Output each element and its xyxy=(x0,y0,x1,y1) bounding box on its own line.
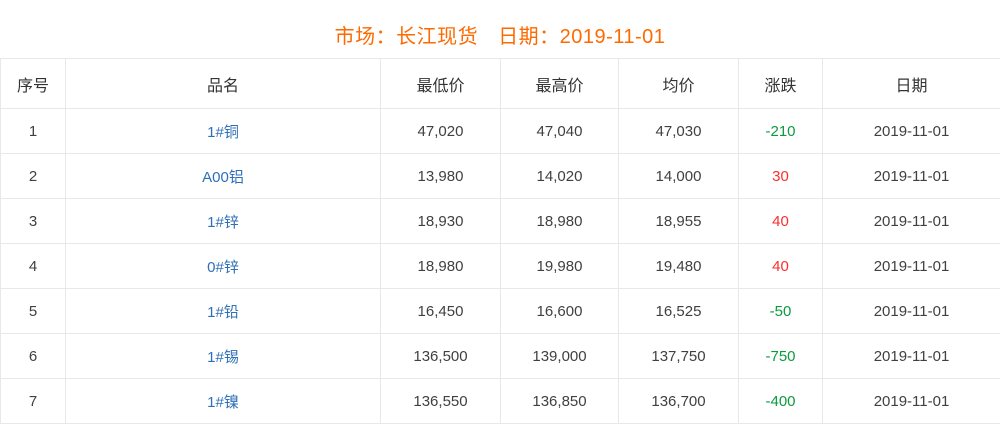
low-price-cell: 13,980 xyxy=(380,153,501,199)
date-label: 日期：2019-11-01 xyxy=(498,25,666,48)
avg-price-cell: 47,030 xyxy=(618,108,739,154)
date-cell: 2019-11-01 xyxy=(822,333,1000,379)
column-header-no: 序号 xyxy=(0,58,66,109)
product-name-link[interactable]: 1#锡 xyxy=(207,348,239,366)
change-cell: -210 xyxy=(738,108,823,154)
low-price-cell: 136,550 xyxy=(380,378,501,424)
avg-price-cell: 16,525 xyxy=(618,288,739,334)
column-header-high: 最高价 xyxy=(500,58,619,109)
high-price-cell: 14,020 xyxy=(500,153,619,199)
product-name-cell: 0#锌 xyxy=(65,243,381,289)
high-price-cell: 47,040 xyxy=(500,108,619,154)
date-cell: 2019-11-01 xyxy=(822,108,1000,154)
column-header-date: 日期 xyxy=(822,58,1000,109)
product-name-cell: A00铝 xyxy=(65,153,381,199)
column-header-name: 品名 xyxy=(65,58,381,109)
column-header-avg: 均价 xyxy=(618,58,739,109)
date-cell: 2019-11-01 xyxy=(822,198,1000,244)
product-name-cell: 1#锡 xyxy=(65,333,381,379)
product-name-cell: 1#镍 xyxy=(65,378,381,424)
date-cell: 2019-11-01 xyxy=(822,153,1000,199)
product-name-cell: 1#铅 xyxy=(65,288,381,334)
product-name-link[interactable]: 1#铅 xyxy=(207,303,239,321)
row-index-cell: 4 xyxy=(0,243,66,289)
table-row: 5 1#铅 16,450 16,600 16,525 -50 2019-11-0… xyxy=(0,288,1000,334)
product-name-link[interactable]: 1#铜 xyxy=(207,123,239,141)
high-price-cell: 16,600 xyxy=(500,288,619,334)
change-cell: 30 xyxy=(738,153,823,199)
table-header-row: 序号 品名 最低价 最高价 均价 涨跌 日期 xyxy=(0,58,1000,109)
change-cell: -750 xyxy=(738,333,823,379)
date-cell: 2019-11-01 xyxy=(822,243,1000,289)
row-index-cell: 1 xyxy=(0,108,66,154)
product-name-link[interactable]: 1#镍 xyxy=(207,393,239,411)
change-cell: 40 xyxy=(738,243,823,289)
table-row: 7 1#镍 136,550 136,850 136,700 -400 2019-… xyxy=(0,378,1000,424)
page-title: 市场：长江现货 日期：2019-11-01 xyxy=(0,0,1000,58)
row-index-cell: 2 xyxy=(0,153,66,199)
product-name-cell: 1#铜 xyxy=(65,108,381,154)
high-price-cell: 139,000 xyxy=(500,333,619,379)
avg-price-cell: 136,700 xyxy=(618,378,739,424)
table-row: 3 1#锌 18,930 18,980 18,955 40 2019-11-01 xyxy=(0,198,1000,244)
spot-price-table: 序号 品名 最低价 最高价 均价 涨跌 日期 1 1#铜 47,020 47,0… xyxy=(0,58,1000,424)
change-cell: -400 xyxy=(738,378,823,424)
row-index-cell: 7 xyxy=(0,378,66,424)
row-index-cell: 3 xyxy=(0,198,66,244)
low-price-cell: 16,450 xyxy=(380,288,501,334)
change-cell: 40 xyxy=(738,198,823,244)
row-index-cell: 5 xyxy=(0,288,66,334)
date-cell: 2019-11-01 xyxy=(822,378,1000,424)
column-header-change: 涨跌 xyxy=(738,58,823,109)
avg-price-cell: 137,750 xyxy=(618,333,739,379)
low-price-cell: 18,980 xyxy=(380,243,501,289)
avg-price-cell: 18,955 xyxy=(618,198,739,244)
high-price-cell: 136,850 xyxy=(500,378,619,424)
avg-price-cell: 19,480 xyxy=(618,243,739,289)
change-cell: -50 xyxy=(738,288,823,334)
table-row: 4 0#锌 18,980 19,980 19,480 40 2019-11-01 xyxy=(0,243,1000,289)
date-cell: 2019-11-01 xyxy=(822,288,1000,334)
high-price-cell: 18,980 xyxy=(500,198,619,244)
row-index-cell: 6 xyxy=(0,333,66,379)
table-row: 6 1#锡 136,500 139,000 137,750 -750 2019-… xyxy=(0,333,1000,379)
table-row: 2 A00铝 13,980 14,020 14,000 30 2019-11-0… xyxy=(0,153,1000,199)
low-price-cell: 18,930 xyxy=(380,198,501,244)
product-name-cell: 1#锌 xyxy=(65,198,381,244)
column-header-low: 最低价 xyxy=(380,58,501,109)
high-price-cell: 19,980 xyxy=(500,243,619,289)
low-price-cell: 136,500 xyxy=(380,333,501,379)
product-name-link[interactable]: A00铝 xyxy=(202,168,244,186)
table-row: 1 1#铜 47,020 47,040 47,030 -210 2019-11-… xyxy=(0,108,1000,154)
low-price-cell: 47,020 xyxy=(380,108,501,154)
product-name-link[interactable]: 0#锌 xyxy=(207,258,239,276)
market-label: 市场：长江现货 xyxy=(334,25,479,48)
product-name-link[interactable]: 1#锌 xyxy=(207,213,239,231)
avg-price-cell: 14,000 xyxy=(618,153,739,199)
